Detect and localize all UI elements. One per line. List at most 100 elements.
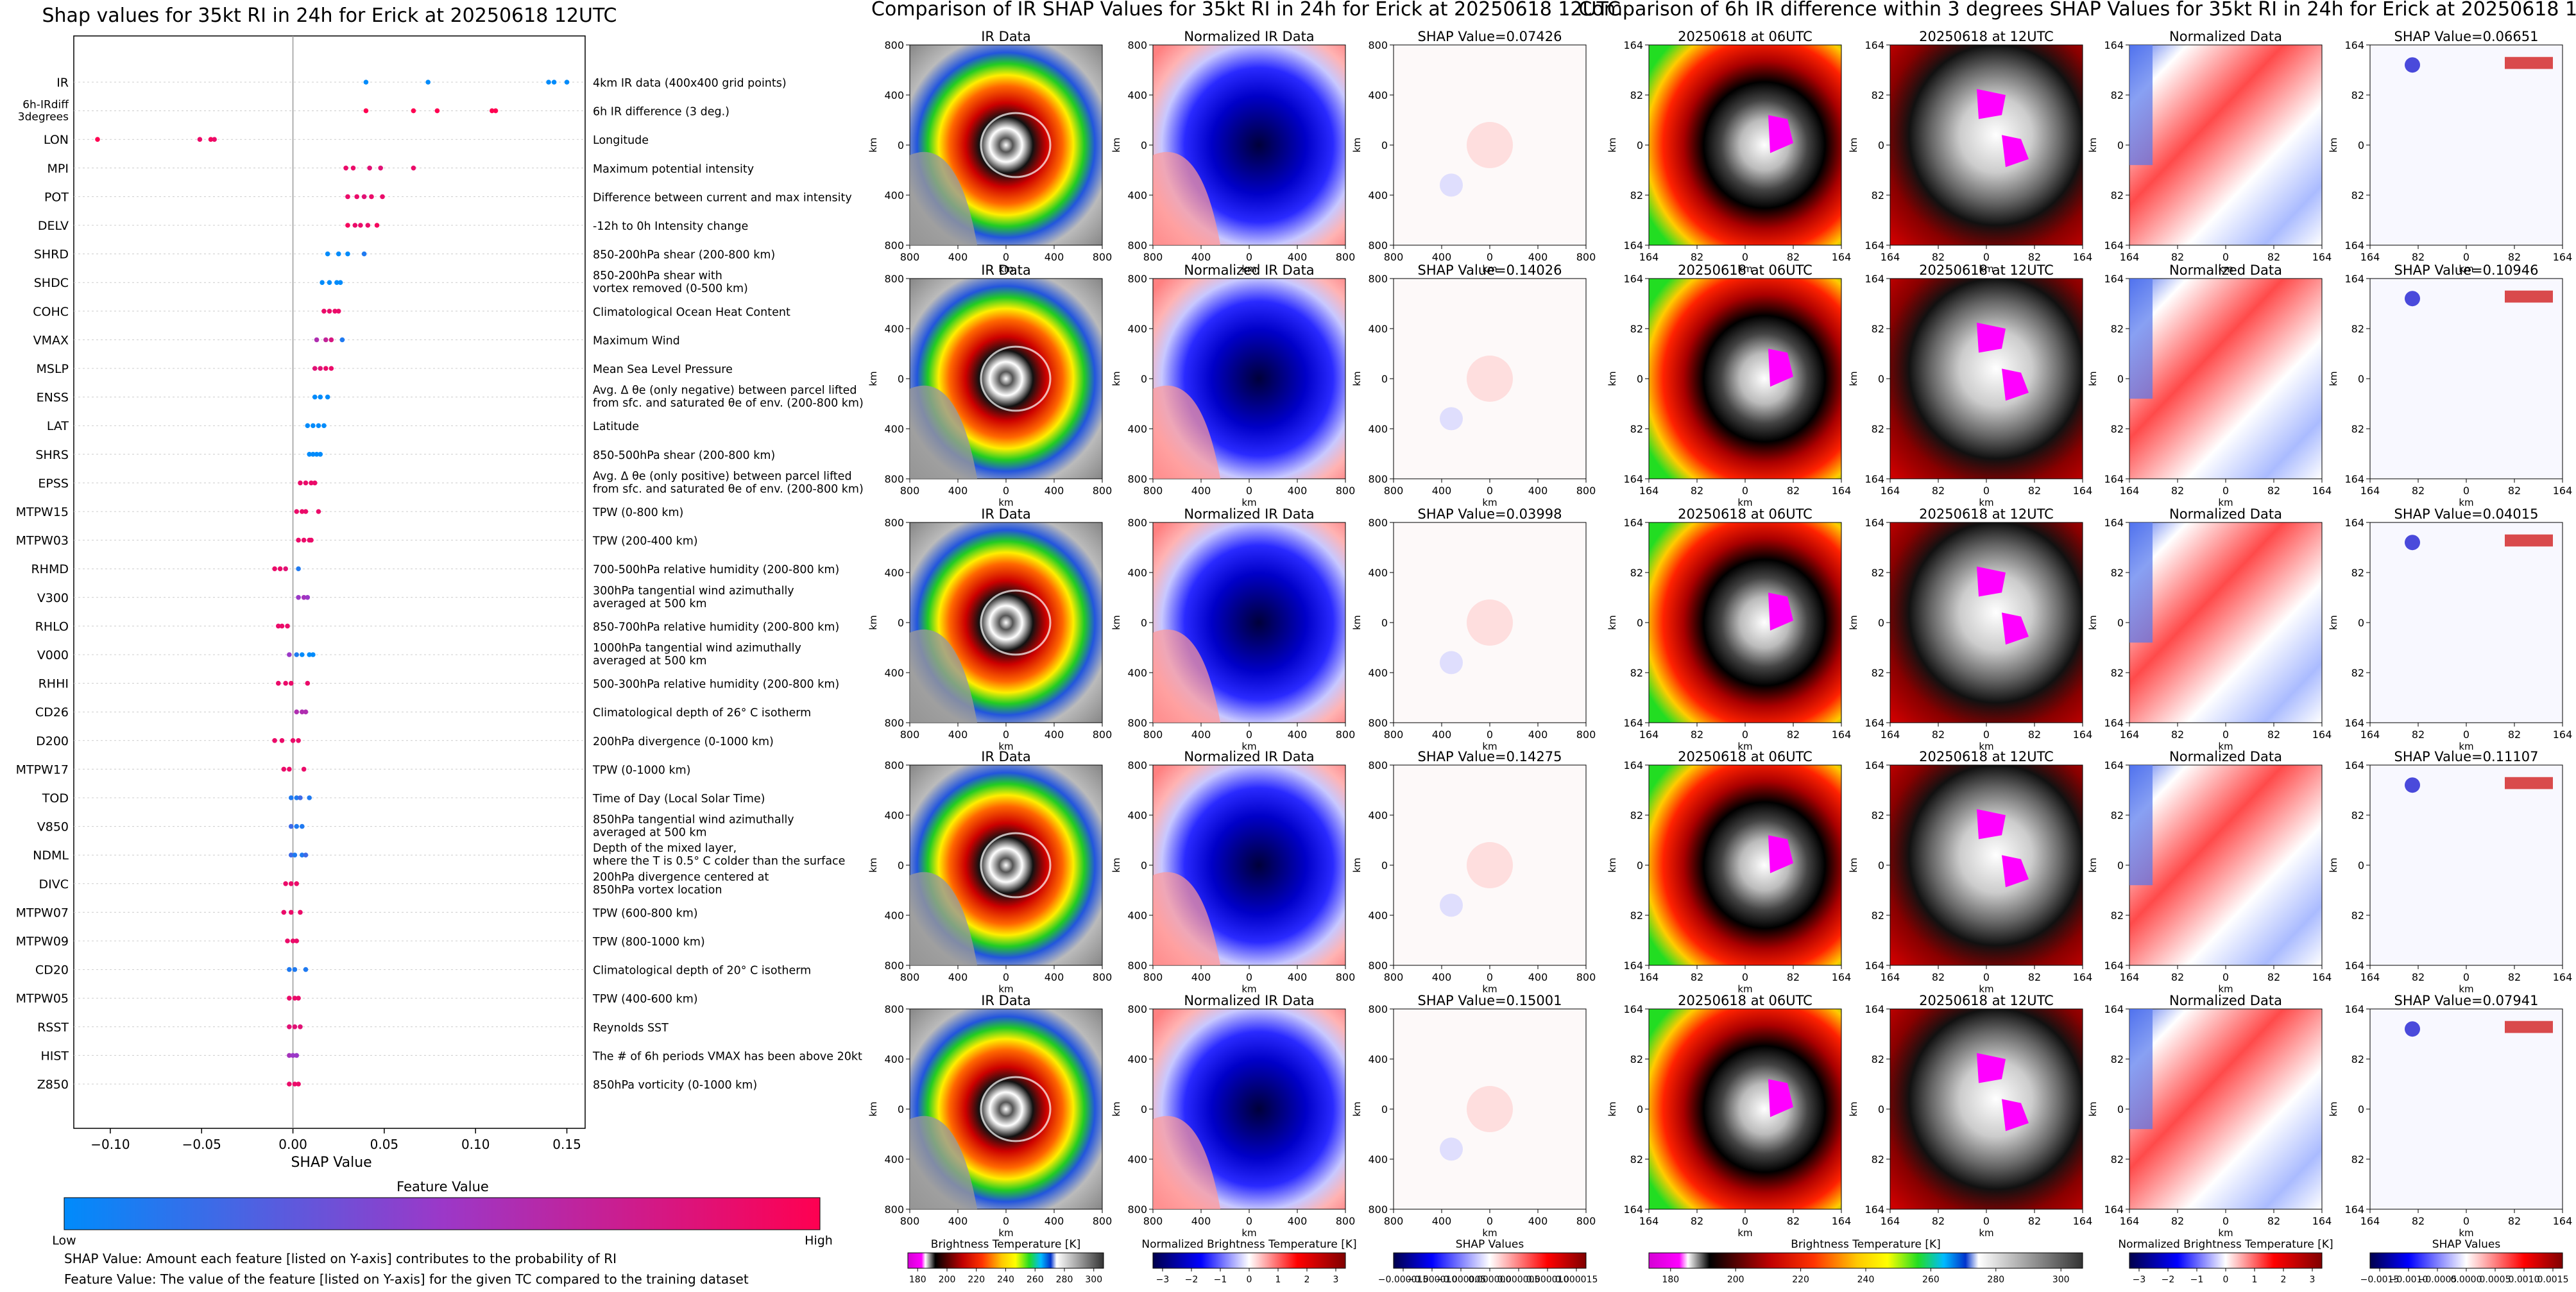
x-tick-label: 400 [1528, 251, 1548, 263]
colorbar-tick-label: 0.0010 [2509, 1275, 2540, 1285]
colorbar-tick-label: −0.000005 [1436, 1275, 1487, 1285]
y-tick-label: 400 [884, 189, 904, 202]
feature-label: 6h-IRdiff 3degrees [18, 99, 70, 124]
y-tick-label: 0 [1637, 1103, 1643, 1115]
x-tick-label: 82 [2412, 728, 2425, 741]
shap-point [336, 309, 341, 314]
shap-point [294, 709, 300, 714]
y-tick-label: 82 [1630, 567, 1643, 579]
x-tick-label: 0 [1003, 485, 1009, 497]
panel-title: IR Data [981, 263, 1031, 278]
shap-point [287, 652, 292, 657]
feature-description: 850-200hPa shear (200-800 km) [593, 249, 775, 262]
panel-title: 20250618 at 12UTC [1919, 506, 2054, 522]
shap-strip [2505, 290, 2553, 303]
y-axis-label: km [1848, 137, 1859, 152]
y-axis-label: km [1848, 615, 1859, 630]
shap-point [314, 452, 320, 457]
colorbar-tick-label: 1 [1275, 1275, 1281, 1285]
y-tick-label: 82 [1872, 909, 1884, 922]
feature-label: SHRS [35, 448, 69, 462]
panel-image [1889, 522, 2083, 723]
x-axis-label: km [1737, 1227, 1752, 1239]
feature-label: HIST [40, 1049, 69, 1063]
shap-point [363, 108, 369, 114]
shap-point [309, 537, 314, 543]
shap-point [301, 766, 307, 772]
cold-cloud-top [1768, 835, 1793, 874]
warm-region [1153, 151, 1220, 245]
panel-title: SHAP Value=0.11107 [2394, 749, 2539, 764]
x-axis-label: km [1482, 1227, 1497, 1239]
y-axis-label: km [2328, 857, 2339, 872]
shap-point [281, 766, 287, 772]
y-tick-label: 0 [1878, 139, 1884, 151]
shap-point [294, 795, 300, 800]
x-tick-label: 800 [1384, 1215, 1404, 1227]
feature-label: NDML [33, 848, 69, 863]
x-tick-label: 400 [1288, 971, 1308, 983]
feature-description: 700-500hPa relative humidity (200-800 km… [593, 564, 839, 576]
x-tick-label: 0 [1983, 1215, 1990, 1227]
ir-suptitle: Comparison of IR SHAP Values for 35kt RI… [871, 0, 1621, 21]
colorbar-tick-label: 0.0000 [2451, 1275, 2482, 1285]
x-tick-label: 400 [1191, 971, 1211, 983]
panel-title: IR Data [981, 993, 1031, 1008]
panel-title: IR Data [981, 29, 1031, 44]
shap-point [276, 623, 281, 629]
feature-description: 850-700hPa relative humidity (200-800 km… [593, 621, 839, 633]
cold-cloud-top [1768, 349, 1793, 387]
y-tick-label: 164 [2344, 39, 2364, 51]
colorbar-tick-label: 3 [1333, 1275, 1339, 1285]
feature-description: Reynolds SST [593, 1022, 669, 1035]
x-tick-label: 82 [2171, 728, 2184, 741]
colorbar-tick-label: 240 [1857, 1275, 1875, 1285]
x-tick-label: 400 [1191, 728, 1211, 741]
x-tick-label: 0.00 [278, 1137, 307, 1152]
shap-point [294, 823, 300, 829]
shap-point [294, 938, 300, 943]
y-tick-label: 400 [1368, 1153, 1388, 1166]
shap-point [283, 566, 288, 571]
colorbar-tick-label: 220 [1792, 1275, 1809, 1285]
shap-point [288, 881, 294, 886]
x-tick-label: 0 [1003, 971, 1009, 983]
x-tick-label: 800 [1384, 485, 1404, 497]
x-tick-label: 82 [1691, 971, 1703, 983]
y-tick-label: 400 [1368, 89, 1388, 101]
y-tick-label: 0 [1381, 1103, 1388, 1115]
shap-point [378, 166, 383, 171]
colorbar-tick-label: −0.000010 [1407, 1275, 1458, 1285]
shap-point [411, 108, 416, 114]
shap-point [336, 251, 341, 257]
shap-point [325, 394, 330, 400]
x-tick-label: 164 [2553, 971, 2573, 983]
feature-label: IR [56, 76, 69, 90]
shap-point [311, 452, 316, 457]
y-tick-label: 164 [2104, 1203, 2124, 1216]
x-tick-label: 82 [1691, 728, 1703, 741]
x-tick-label: 82 [2028, 485, 2041, 497]
shap-point [305, 680, 311, 686]
x-tick-label: 82 [2028, 728, 2041, 741]
x-tick-label: 164 [2360, 251, 2380, 263]
x-tick-label: 0 [1983, 728, 1990, 741]
y-tick-label: 82 [1872, 567, 1884, 579]
shap-point [294, 881, 300, 886]
y-tick-label: 800 [884, 517, 904, 529]
panel-title: SHAP Value=0.14275 [1418, 749, 1562, 764]
feature-description: Maximum potential intensity [593, 163, 754, 176]
y-tick-label: 82 [1630, 189, 1643, 202]
shap-blob [2405, 1021, 2420, 1037]
y-tick-label: 164 [1623, 1203, 1643, 1216]
shap-point [551, 80, 557, 85]
x-tick-label: 82 [2412, 1215, 2425, 1227]
panel-title: SHAP Value=0.07426 [1418, 29, 1562, 44]
panel-title: 20250618 at 12UTC [1919, 749, 2054, 764]
cold-band [2129, 279, 2153, 399]
feature-description: Time of Day (Local Solar Time) [592, 793, 765, 805]
x-tick-label: 164 [1639, 728, 1659, 741]
panel-title: SHAP Value=0.06651 [2394, 29, 2539, 44]
shap-point [294, 652, 300, 657]
x-axis-label: km [1241, 497, 1256, 508]
